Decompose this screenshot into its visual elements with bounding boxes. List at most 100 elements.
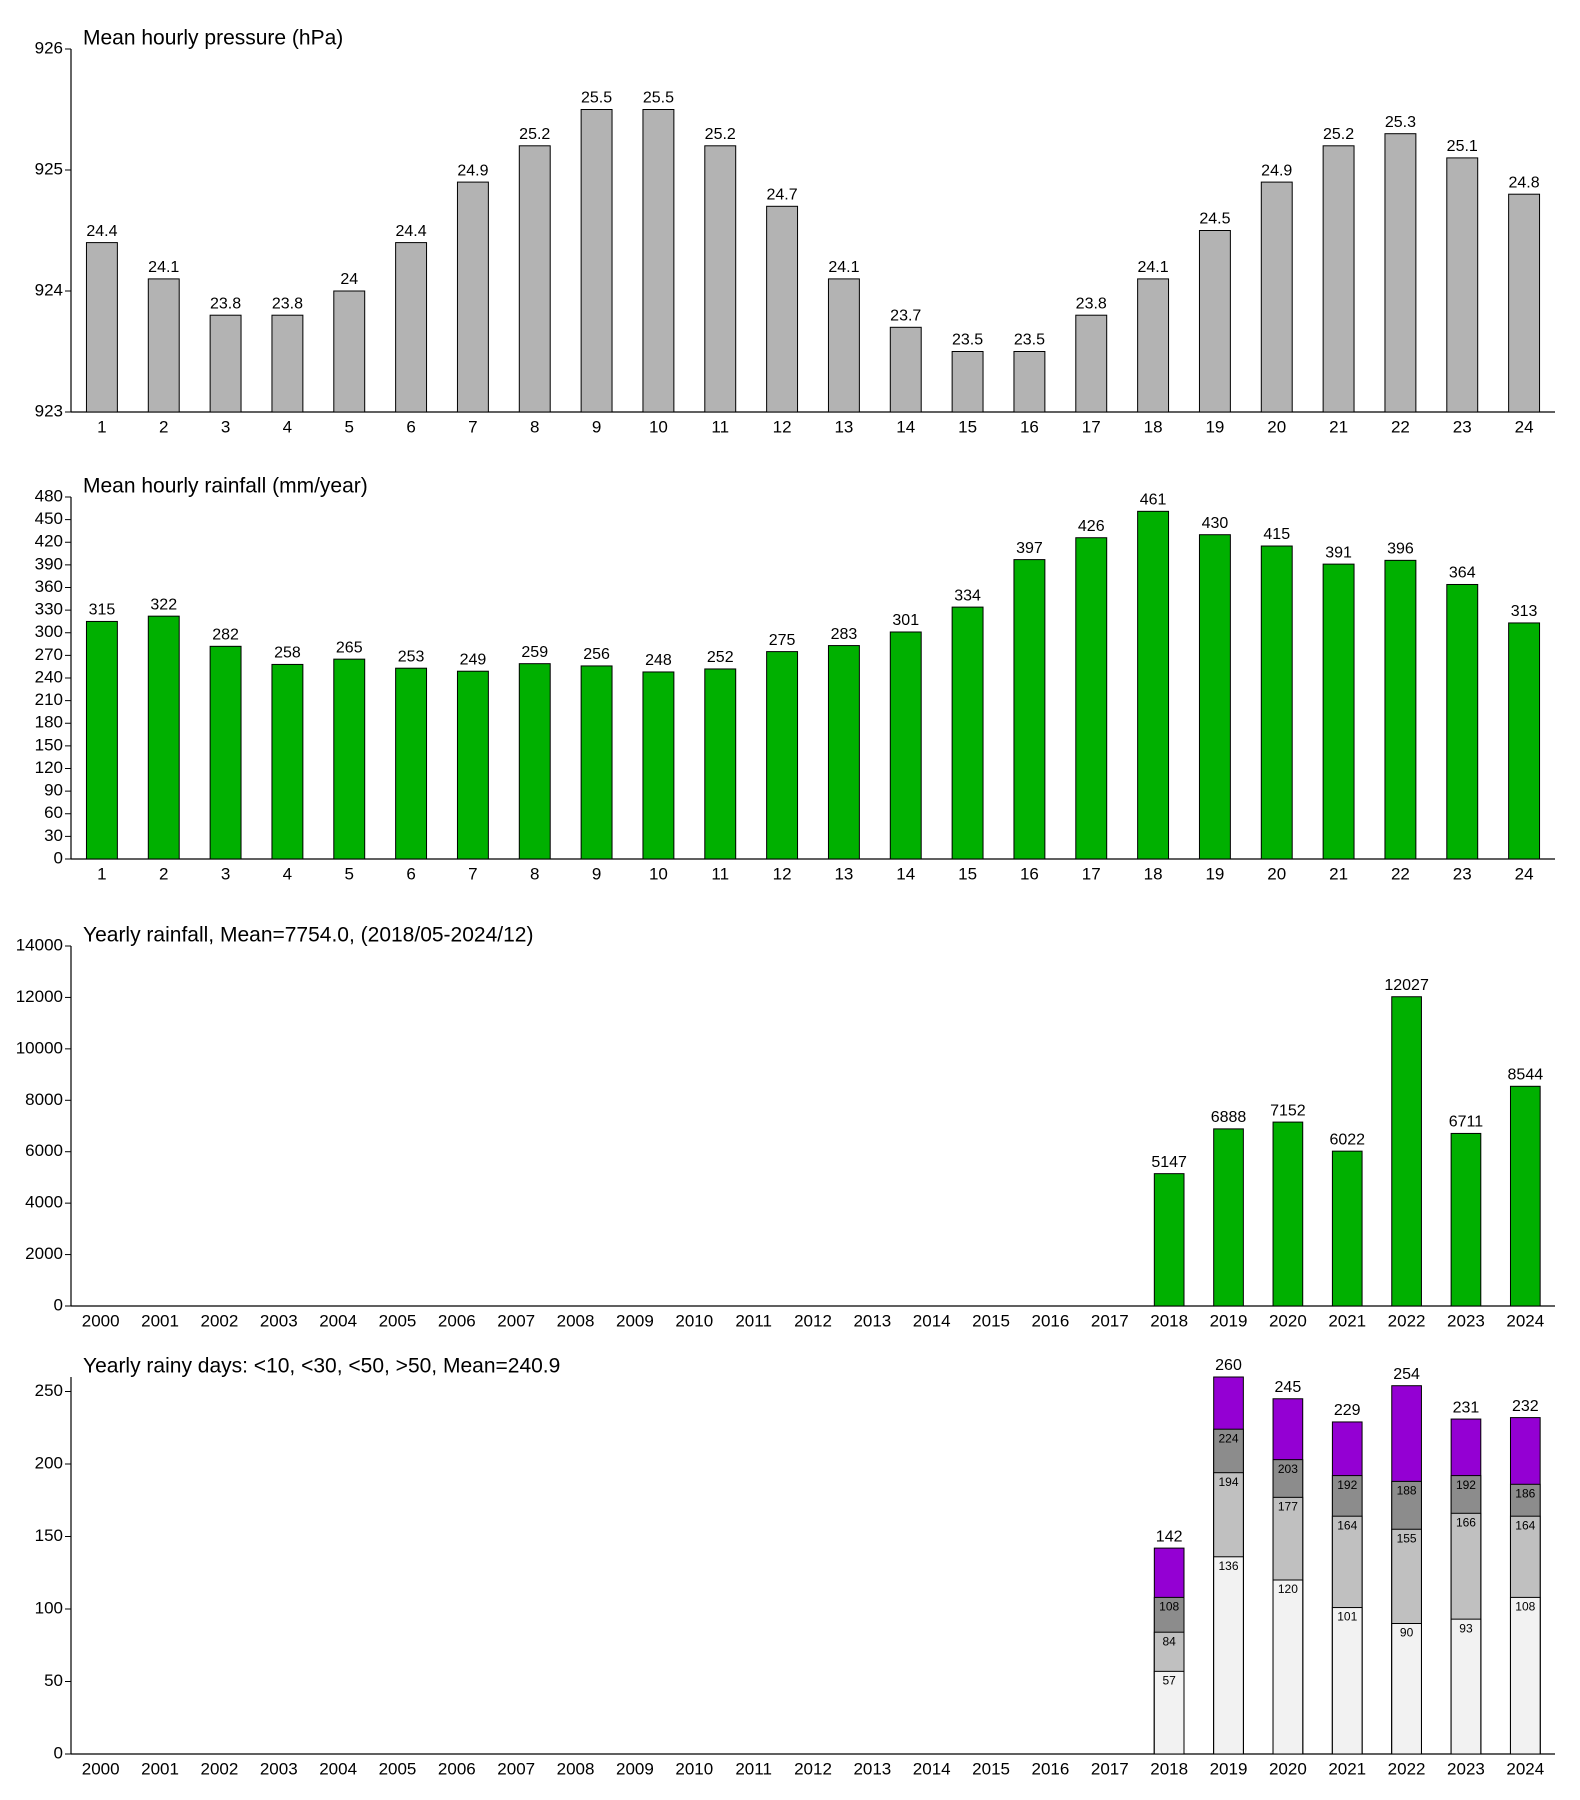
x-tick-label: 2009	[616, 1759, 654, 1778]
value-label: 57	[1162, 1674, 1176, 1688]
bar	[1137, 278, 1170, 413]
value-label: 192	[1456, 1478, 1476, 1492]
bar	[85, 620, 118, 860]
x-tick-label: 2002	[200, 1311, 238, 1330]
value-label: 461	[1140, 492, 1167, 509]
value-label: 192	[1337, 1478, 1357, 1492]
value-label: 186	[1515, 1486, 1535, 1500]
value-label: 283	[831, 626, 858, 643]
x-tick-label: 14	[896, 864, 915, 883]
x-tick-label: 2019	[1210, 1759, 1248, 1778]
value-label: 164	[1337, 1518, 1357, 1532]
bar	[642, 671, 675, 860]
x-tick-label: 13	[834, 417, 853, 436]
x-tick-label: 2015	[972, 1311, 1010, 1330]
x-tick-label: 2011	[735, 1311, 772, 1330]
value-label: 430	[1202, 515, 1229, 532]
x-tick-label: 2000	[82, 1311, 120, 1330]
bar	[1509, 1596, 1541, 1755]
bar	[642, 109, 675, 413]
y-tick-label: 90	[44, 781, 63, 800]
x-tick-label: 21	[1329, 417, 1348, 436]
value-label: 166	[1456, 1515, 1476, 1529]
bar	[1013, 559, 1046, 860]
bar	[1384, 559, 1417, 860]
x-tick-label: 23	[1453, 417, 1472, 436]
bar	[766, 205, 799, 413]
y-tick-label: 926	[35, 38, 63, 57]
x-tick-label: 2012	[794, 1759, 832, 1778]
value-label: 248	[645, 652, 672, 669]
x-tick-label: 14	[896, 417, 915, 436]
y-tick-label: 6000	[25, 1141, 63, 1160]
bar	[1446, 583, 1479, 860]
x-tick-label: 2024	[1506, 1311, 1544, 1330]
y-tick-label: 330	[35, 600, 63, 619]
x-tick-label: 3	[221, 864, 230, 883]
value-label: 24.4	[396, 223, 427, 240]
x-tick-label: 2020	[1269, 1311, 1307, 1330]
x-tick-label: 2008	[557, 1759, 595, 1778]
bar	[333, 290, 366, 413]
value-label: 142	[1156, 1528, 1183, 1545]
x-tick-label: 3	[221, 417, 230, 436]
value-label: 24.9	[457, 162, 488, 179]
x-tick-label: 16	[1020, 417, 1039, 436]
x-tick-label: 18	[1144, 864, 1163, 883]
x-tick-label: 6	[406, 417, 415, 436]
x-tick-label: 2014	[913, 1311, 951, 1330]
x-tick-label: 2022	[1388, 1311, 1426, 1330]
bar	[333, 658, 366, 860]
bar	[147, 278, 180, 413]
value-label: 254	[1393, 1366, 1420, 1383]
x-tick-label: 22	[1391, 417, 1410, 436]
value-label: 90	[1400, 1626, 1414, 1640]
y-tick-label: 50	[44, 1671, 63, 1690]
value-label: 256	[583, 646, 610, 663]
value-label: 23.8	[272, 295, 303, 312]
value-label: 25.3	[1385, 114, 1416, 131]
x-tick-label: 2016	[1032, 1311, 1070, 1330]
value-label: 24.5	[1199, 211, 1230, 228]
x-tick-label: 6	[406, 864, 415, 883]
chart-title: Mean hourly rainfall (mm/year)	[83, 475, 368, 498]
x-tick-label: 7	[468, 417, 477, 436]
x-tick-label: 10	[649, 417, 668, 436]
x-tick-label: 2003	[260, 1759, 298, 1778]
bar	[518, 145, 551, 413]
x-tick-label: 2011	[735, 1759, 772, 1778]
x-tick-label: 11	[711, 864, 729, 883]
bar	[395, 667, 428, 860]
value-label: 108	[1515, 1600, 1535, 1614]
x-tick-label: 2013	[853, 1311, 891, 1330]
value-label: 25.2	[1323, 126, 1354, 143]
value-label: 177	[1278, 1500, 1298, 1514]
x-tick-label: 2006	[438, 1311, 476, 1330]
value-label: 23.5	[952, 332, 983, 349]
bar	[1153, 1173, 1185, 1307]
bar	[395, 242, 428, 413]
x-tick-label: 2021	[1328, 1311, 1366, 1330]
bar	[1198, 230, 1231, 413]
bar	[1272, 1579, 1304, 1755]
x-tick-label: 2021	[1328, 1759, 1366, 1778]
value-label: 194	[1219, 1475, 1239, 1489]
x-tick-label: 1	[97, 864, 106, 883]
chart-title: Yearly rainy days: <10, <30, <50, >50, M…	[83, 1355, 560, 1378]
value-label: 12027	[1384, 977, 1429, 994]
x-tick-label: 2017	[1091, 1759, 1129, 1778]
x-tick-label: 13	[834, 864, 853, 883]
value-label: 24.7	[767, 187, 798, 204]
value-label: 245	[1275, 1379, 1302, 1396]
x-tick-label: 23	[1453, 864, 1472, 883]
value-label: 23.7	[890, 308, 921, 325]
chart-title: Yearly rainfall, Mean=7754.0, (2018/05-2…	[83, 924, 533, 947]
x-tick-label: 2017	[1091, 1311, 1129, 1330]
y-tick-label: 250	[35, 1381, 63, 1400]
value-label: 164	[1515, 1518, 1535, 1532]
bar	[827, 645, 860, 860]
x-tick-label: 21	[1329, 864, 1348, 883]
x-tick-label: 2016	[1032, 1759, 1070, 1778]
x-tick-label: 17	[1082, 417, 1101, 436]
